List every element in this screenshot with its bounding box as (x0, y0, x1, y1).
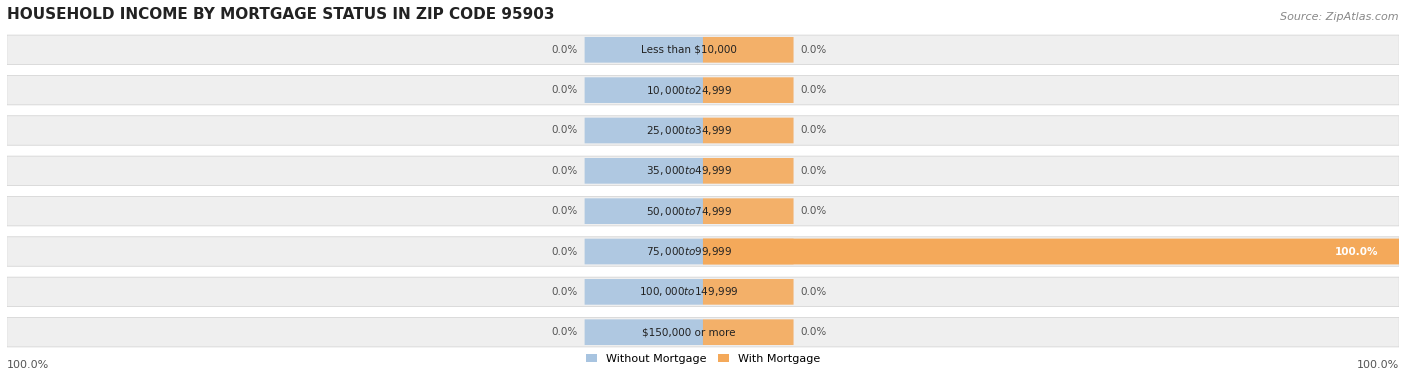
Text: $150,000 or more: $150,000 or more (643, 327, 735, 337)
FancyBboxPatch shape (7, 156, 1399, 185)
FancyBboxPatch shape (585, 37, 703, 63)
Text: $10,000 to $24,999: $10,000 to $24,999 (645, 84, 733, 97)
FancyBboxPatch shape (703, 319, 793, 345)
Text: 0.0%: 0.0% (800, 327, 827, 337)
FancyBboxPatch shape (703, 239, 793, 264)
FancyBboxPatch shape (703, 158, 793, 184)
FancyBboxPatch shape (7, 196, 1399, 226)
Text: 0.0%: 0.0% (551, 45, 578, 55)
FancyBboxPatch shape (703, 118, 793, 143)
Text: 100.0%: 100.0% (1357, 360, 1399, 369)
FancyBboxPatch shape (585, 158, 703, 184)
Text: 0.0%: 0.0% (800, 126, 827, 135)
FancyBboxPatch shape (7, 317, 1399, 347)
Text: $50,000 to $74,999: $50,000 to $74,999 (645, 205, 733, 218)
FancyBboxPatch shape (7, 277, 1399, 307)
Text: 0.0%: 0.0% (551, 206, 578, 216)
Text: $100,000 to $149,999: $100,000 to $149,999 (640, 285, 738, 298)
FancyBboxPatch shape (585, 279, 703, 305)
Text: 0.0%: 0.0% (551, 247, 578, 256)
FancyBboxPatch shape (585, 118, 703, 143)
FancyBboxPatch shape (703, 239, 1399, 264)
FancyBboxPatch shape (703, 279, 793, 305)
FancyBboxPatch shape (703, 198, 793, 224)
FancyBboxPatch shape (7, 75, 1399, 105)
Text: 0.0%: 0.0% (551, 126, 578, 135)
Text: 0.0%: 0.0% (551, 287, 578, 297)
FancyBboxPatch shape (7, 237, 1399, 266)
Text: HOUSEHOLD INCOME BY MORTGAGE STATUS IN ZIP CODE 95903: HOUSEHOLD INCOME BY MORTGAGE STATUS IN Z… (7, 8, 554, 22)
Text: 0.0%: 0.0% (551, 85, 578, 95)
FancyBboxPatch shape (585, 319, 703, 345)
Legend: Without Mortgage, With Mortgage: Without Mortgage, With Mortgage (586, 354, 820, 364)
Text: 0.0%: 0.0% (800, 85, 827, 95)
Text: 0.0%: 0.0% (551, 327, 578, 337)
FancyBboxPatch shape (585, 77, 703, 103)
Text: 0.0%: 0.0% (800, 45, 827, 55)
Text: $75,000 to $99,999: $75,000 to $99,999 (645, 245, 733, 258)
Text: $25,000 to $34,999: $25,000 to $34,999 (645, 124, 733, 137)
Text: 0.0%: 0.0% (800, 287, 827, 297)
FancyBboxPatch shape (7, 116, 1399, 145)
Text: 0.0%: 0.0% (551, 166, 578, 176)
FancyBboxPatch shape (703, 37, 793, 63)
FancyBboxPatch shape (703, 77, 793, 103)
Text: 100.0%: 100.0% (1334, 247, 1378, 256)
Text: 0.0%: 0.0% (800, 206, 827, 216)
Text: 0.0%: 0.0% (800, 166, 827, 176)
Text: 100.0%: 100.0% (7, 360, 49, 369)
Text: Less than $10,000: Less than $10,000 (641, 45, 737, 55)
FancyBboxPatch shape (7, 35, 1399, 64)
FancyBboxPatch shape (585, 239, 703, 264)
Text: Source: ZipAtlas.com: Source: ZipAtlas.com (1281, 12, 1399, 22)
FancyBboxPatch shape (585, 198, 703, 224)
Text: $35,000 to $49,999: $35,000 to $49,999 (645, 164, 733, 177)
